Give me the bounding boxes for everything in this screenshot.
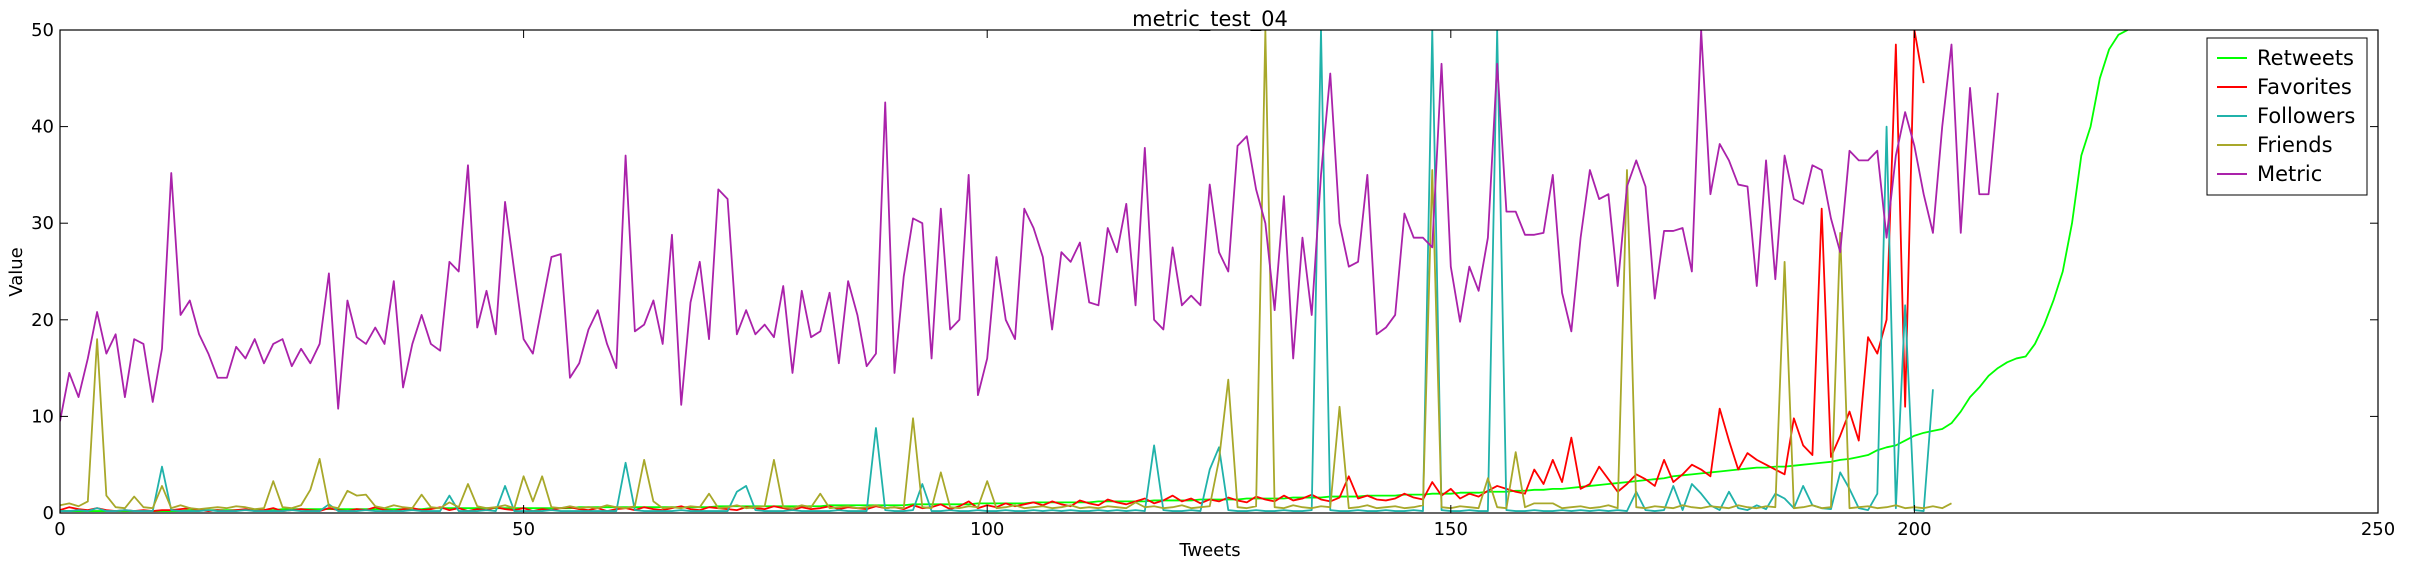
x-axis-label: Tweets (1178, 540, 1240, 561)
legend-label-favorites: Favorites (2257, 75, 2352, 99)
y-tick-label: 40 (31, 117, 54, 138)
x-tick-label: 50 (512, 519, 535, 540)
legend-label-retweets: Retweets (2257, 46, 2354, 70)
legend-label-metric: Metric (2257, 162, 2322, 186)
legend-label-friends: Friends (2257, 133, 2333, 157)
plot-area (60, 30, 2129, 512)
legend-label-followers: Followers (2257, 104, 2355, 128)
x-tick-label: 0 (54, 519, 65, 540)
y-tick-label: 20 (31, 310, 54, 331)
series-line-metric (60, 30, 1999, 422)
y-tick-label: 30 (31, 213, 54, 234)
x-tick-label: 250 (2361, 519, 2395, 540)
series-line-friends (60, 30, 1952, 511)
y-tick-label: 0 (43, 503, 54, 524)
series-line-retweets (60, 30, 2129, 512)
y-axis-label: Value (6, 247, 27, 296)
y-tick-label: 10 (31, 406, 54, 427)
x-tick-label: 200 (1897, 519, 1931, 540)
series-line-favorites (60, 30, 1925, 512)
series-line-followers (60, 30, 1934, 512)
legend: Retweets Favorites Followers Friends Metric (2206, 37, 2368, 196)
plot-frame (59, 29, 2379, 514)
chart-title: metric_test_04 (1132, 7, 1288, 32)
y-tick-label: 50 (31, 20, 54, 41)
x-tick-label: 150 (1434, 519, 1468, 540)
x-tick-label: 100 (970, 519, 1004, 540)
